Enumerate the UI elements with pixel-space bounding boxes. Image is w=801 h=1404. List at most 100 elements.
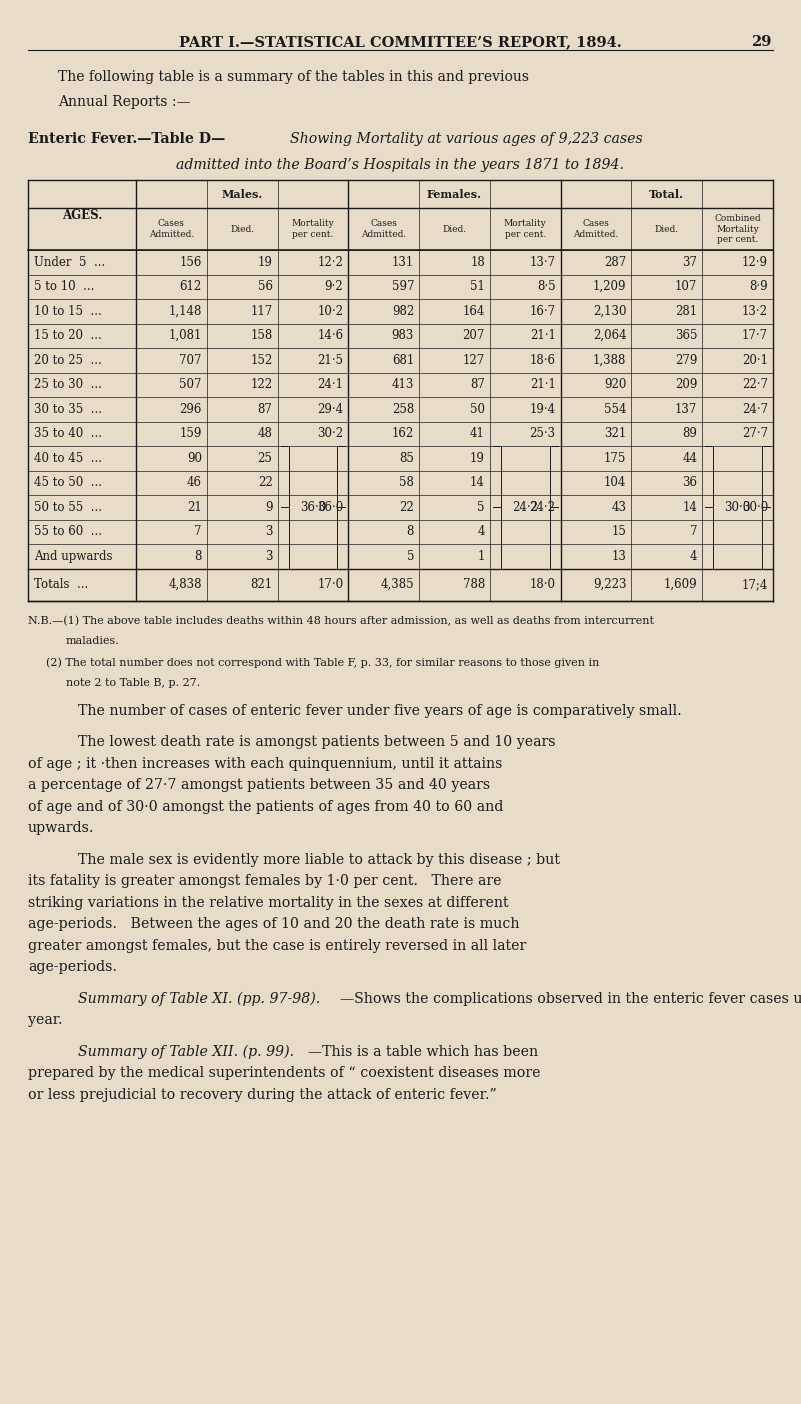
Text: 36·0: 36·0 — [317, 501, 344, 514]
Text: 13: 13 — [612, 550, 626, 563]
Text: 45 to 50  ...: 45 to 50 ... — [34, 476, 102, 489]
Text: 159: 159 — [179, 427, 202, 441]
Text: 413: 413 — [392, 378, 414, 392]
Text: 48: 48 — [258, 427, 272, 441]
Text: The male sex is evidently more liable to attack by this disease ; but: The male sex is evidently more liable to… — [78, 852, 560, 866]
Text: And upwards: And upwards — [34, 550, 112, 563]
Text: —This is a table which has been: —This is a table which has been — [308, 1045, 538, 1059]
Text: Males.: Males. — [222, 188, 263, 199]
Text: Died.: Died. — [442, 225, 466, 233]
Text: 158: 158 — [250, 330, 272, 343]
Text: 19: 19 — [258, 256, 272, 268]
Text: 1,388: 1,388 — [593, 354, 626, 366]
Text: The following table is a summary of the tables in this and previous: The following table is a summary of the … — [58, 70, 529, 84]
Text: 258: 258 — [392, 403, 414, 416]
Text: Died.: Died. — [654, 225, 679, 233]
Text: 21: 21 — [187, 501, 202, 514]
Text: 1,148: 1,148 — [168, 305, 202, 317]
Text: year.: year. — [28, 1014, 62, 1026]
Text: 12·9: 12·9 — [742, 256, 768, 268]
Text: 137: 137 — [675, 403, 697, 416]
Text: 162: 162 — [392, 427, 414, 441]
Text: The number of cases of enteric fever under five years of age is comparatively sm: The number of cases of enteric fever und… — [78, 703, 682, 717]
Text: Combined
Mortality
per cent.: Combined Mortality per cent. — [714, 213, 761, 244]
Text: note 2 to Table B, p. 27.: note 2 to Table B, p. 27. — [66, 678, 200, 688]
Text: 9,223: 9,223 — [593, 578, 626, 591]
Text: 50: 50 — [470, 403, 485, 416]
Text: a percentage of 27·7 amongst patients between 35 and 40 years: a percentage of 27·7 amongst patients be… — [28, 778, 490, 792]
Text: 175: 175 — [604, 452, 626, 465]
Text: 983: 983 — [392, 330, 414, 343]
Text: 7: 7 — [195, 525, 202, 538]
Text: 8: 8 — [195, 550, 202, 563]
Text: 9·2: 9·2 — [324, 281, 344, 293]
Text: 5 to 10  ...: 5 to 10 ... — [34, 281, 95, 293]
Text: 9: 9 — [265, 501, 272, 514]
Text: 554: 554 — [604, 403, 626, 416]
Text: 21·1: 21·1 — [529, 378, 556, 392]
Text: 21·1: 21·1 — [529, 330, 556, 343]
Text: 8: 8 — [407, 525, 414, 538]
Text: 321: 321 — [604, 427, 626, 441]
Text: 281: 281 — [675, 305, 697, 317]
Text: 22·7: 22·7 — [742, 378, 768, 392]
Text: Under  5  ...: Under 5 ... — [34, 256, 105, 268]
Text: 10 to 15  ...: 10 to 15 ... — [34, 305, 102, 317]
Text: 3: 3 — [265, 550, 272, 563]
Text: its fatality is greater amongst females by 1·0 per cent.   There are: its fatality is greater amongst females … — [28, 875, 501, 887]
Text: upwards.: upwards. — [28, 821, 95, 835]
Text: 507: 507 — [179, 378, 202, 392]
Text: 30 to 35  ...: 30 to 35 ... — [34, 403, 102, 416]
Text: 35 to 40  ...: 35 to 40 ... — [34, 427, 102, 441]
Text: 15 to 20  ...: 15 to 20 ... — [34, 330, 102, 343]
Text: 1,209: 1,209 — [593, 281, 626, 293]
Text: 287: 287 — [604, 256, 626, 268]
Text: 19: 19 — [470, 452, 485, 465]
Text: 17;4: 17;4 — [742, 578, 768, 591]
Text: 127: 127 — [463, 354, 485, 366]
Text: admitted into the Board’s Hospitals in the years 1871 to 1894.: admitted into the Board’s Hospitals in t… — [176, 159, 625, 173]
Text: Annual Reports :—: Annual Reports :— — [58, 95, 191, 110]
Text: 156: 156 — [179, 256, 202, 268]
Text: 44: 44 — [682, 452, 697, 465]
Text: 788: 788 — [463, 578, 485, 591]
Text: 707: 707 — [179, 354, 202, 366]
Text: 17·0: 17·0 — [317, 578, 344, 591]
Text: Cases
Admitted.: Cases Admitted. — [574, 219, 618, 239]
Text: 5: 5 — [477, 501, 485, 514]
Text: 27·7: 27·7 — [742, 427, 768, 441]
Text: 10·2: 10·2 — [317, 305, 344, 317]
Text: 1,081: 1,081 — [168, 330, 202, 343]
Text: 5: 5 — [407, 550, 414, 563]
Text: PART I.—STATISTICAL COMMITTEE’S REPORT, 1894.: PART I.—STATISTICAL COMMITTEE’S REPORT, … — [179, 35, 622, 49]
Text: 56: 56 — [258, 281, 272, 293]
Text: 51: 51 — [470, 281, 485, 293]
Text: 982: 982 — [392, 305, 414, 317]
Text: 4,385: 4,385 — [380, 578, 414, 591]
Text: 24·2: 24·2 — [513, 501, 538, 514]
Text: Total.: Total. — [650, 188, 684, 199]
Text: 2,130: 2,130 — [593, 305, 626, 317]
Text: 24·1: 24·1 — [317, 378, 344, 392]
Text: 207: 207 — [462, 330, 485, 343]
Text: 19·4: 19·4 — [529, 403, 556, 416]
Text: 29: 29 — [751, 35, 771, 49]
Text: 22: 22 — [258, 476, 272, 489]
Text: 18·6: 18·6 — [529, 354, 556, 366]
Text: Mortality
per cent.: Mortality per cent. — [292, 219, 334, 239]
Text: 20·1: 20·1 — [742, 354, 768, 366]
Text: 104: 104 — [604, 476, 626, 489]
Text: maladies.: maladies. — [66, 636, 120, 646]
Text: 12·2: 12·2 — [317, 256, 344, 268]
Text: prepared by the medical superintendents of “ coexistent diseases more: prepared by the medical superintendents … — [28, 1066, 541, 1080]
Text: —Shows the complications observed in the enteric fever cases under treatment dur: —Shows the complications observed in the… — [340, 991, 801, 1005]
Text: 22: 22 — [400, 501, 414, 514]
Text: Died.: Died. — [230, 225, 254, 233]
Text: 821: 821 — [251, 578, 272, 591]
Text: 8·5: 8·5 — [537, 281, 556, 293]
Text: 15: 15 — [612, 525, 626, 538]
Text: 46: 46 — [187, 476, 202, 489]
Text: Showing Mortality at various ages of 9,223 cases: Showing Mortality at various ages of 9,2… — [290, 132, 642, 146]
Text: 30·0: 30·0 — [742, 501, 768, 514]
Text: 13·2: 13·2 — [742, 305, 768, 317]
